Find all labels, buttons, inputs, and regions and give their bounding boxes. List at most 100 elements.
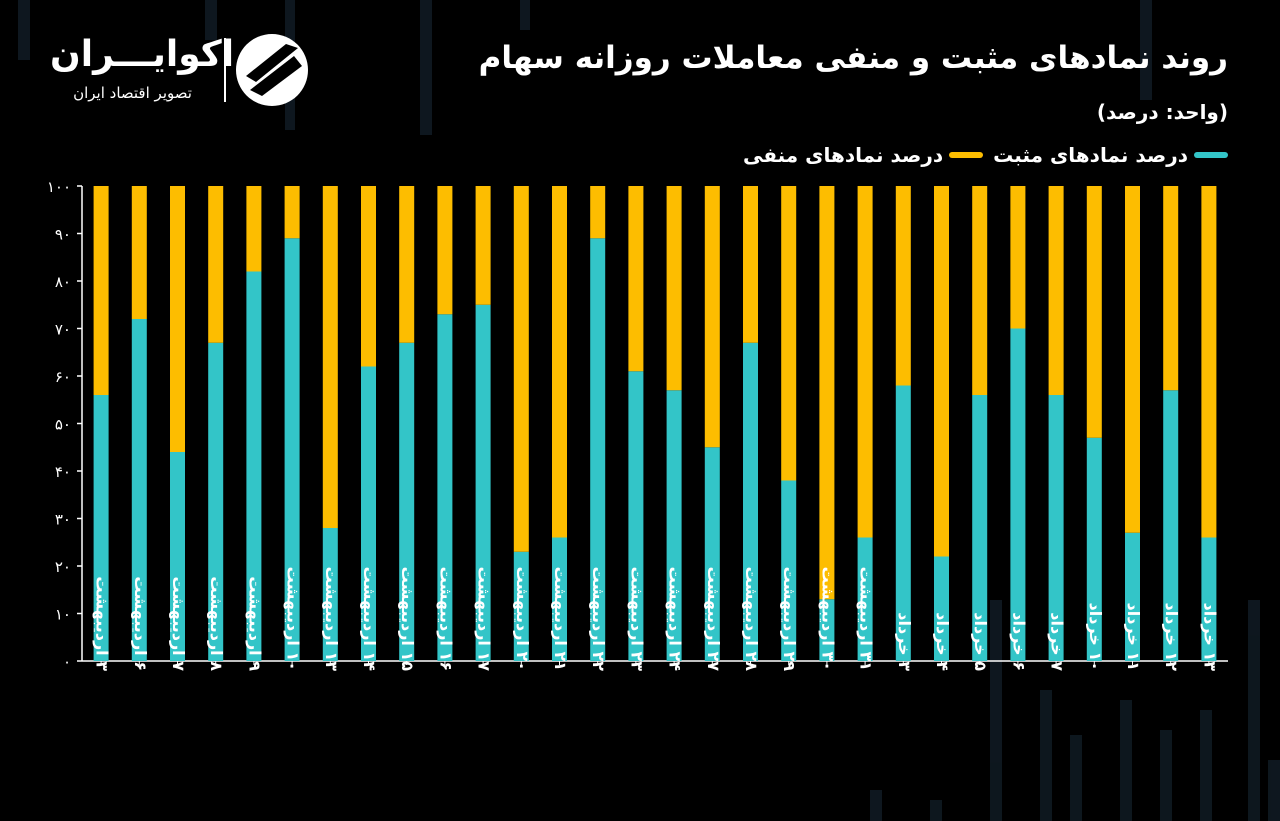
bar-negative [895, 186, 911, 386]
y-tick-label: ۵۰ [55, 416, 71, 434]
x-tick-label: ۲۴ اردیبهشت [666, 567, 685, 672]
bar-positive [513, 551, 529, 661]
bar-negative [628, 186, 644, 372]
bar-negative [857, 186, 873, 538]
x-tick-label: ۲۹ اردیبهشت [780, 567, 799, 672]
bar-negative [704, 186, 720, 448]
bar-positive [93, 395, 109, 661]
legend-item-negative: درصد نمادهای منفی [743, 143, 984, 167]
bar-negative [322, 186, 338, 528]
bar-negative [93, 186, 109, 395]
unit-label: (واحد: درصد) [1096, 100, 1228, 124]
bar-negative [170, 186, 185, 452]
bar-negative [972, 186, 988, 395]
bar-negative [781, 186, 797, 481]
y-tick-label: ۱۰۰ [47, 178, 71, 196]
bar-positive [704, 447, 720, 661]
x-tick-label: ۳۰ اردیبهشت [818, 567, 837, 671]
bar-positive [781, 480, 797, 661]
x-tick-label: ۲۲ اردیبهشت [589, 567, 608, 672]
x-tick-label: ۶ خرداد [1009, 612, 1028, 671]
y-tick-label: ۲۰ [55, 558, 71, 576]
x-tick-label: ۲۸ اردیبهشت [742, 567, 761, 672]
x-tick-label: ۱۵ اردیبهشت [398, 567, 417, 672]
page-title: روند نمادهای مثبت و منفی معاملات روزانه … [478, 40, 1228, 76]
y-tick-label: ۴۰ [55, 463, 71, 481]
bar-negative [513, 186, 529, 552]
legend-item-positive: درصد نمادهای مثبت [993, 143, 1228, 167]
bar-negative [475, 186, 491, 305]
bar-negative [131, 186, 147, 319]
legend-swatch-negative [949, 152, 984, 158]
bar-positive [399, 342, 415, 661]
bar-negative [1010, 186, 1026, 329]
x-tick-label: ۳ اردیبهشت [93, 576, 112, 671]
bar-negative [1086, 186, 1102, 438]
x-tick-label: ۲۰ اردیبهشت [513, 567, 532, 671]
bar-negative [437, 186, 453, 315]
logo-tagline: تصویر اقتصاد ایران [73, 84, 192, 102]
x-tick-label: ۲۱ اردیبهشت [551, 567, 570, 671]
x-tick-label: ۳۱ اردیبهشت [857, 567, 876, 671]
ekoiran-logo-mark-icon [236, 34, 308, 106]
bar-positive [322, 528, 338, 661]
legend-swatch-positive [1194, 152, 1228, 158]
x-tick-label: ۹ اردیبهشت [245, 576, 264, 671]
bar-positive [552, 537, 567, 661]
x-tick-label: ۷ اردیبهشت [169, 576, 188, 671]
chart-legend: درصد نمادهای مثبت درصد نمادهای منفی [743, 143, 1228, 167]
x-tick-label: ۱۳ اردیبهشت [322, 567, 341, 672]
x-tick-label: ۷ خرداد [1048, 612, 1067, 671]
bar-positive [361, 366, 376, 661]
bar-positive [819, 599, 835, 661]
bar-negative [1048, 186, 1064, 395]
y-tick-label: ۶۰ [55, 368, 71, 386]
bar-positive [857, 537, 873, 661]
bar-positive [1010, 328, 1026, 661]
bar-positive [1048, 395, 1064, 661]
bar-positive [628, 371, 644, 661]
bar-positive [1163, 390, 1179, 661]
bar-positive [170, 452, 185, 661]
bar-positive [590, 238, 606, 661]
logo-divider [224, 38, 226, 102]
bar-negative [246, 186, 262, 272]
x-tick-label: ۱۴ اردیبهشت [360, 567, 379, 672]
bar-positive [246, 271, 262, 661]
bar-negative [284, 186, 300, 239]
brand-logo: اکوایـــران تصویر اقتصاد ایران [50, 32, 320, 112]
x-tick-label: ۴ خرداد [933, 612, 952, 671]
bar-negative [666, 186, 682, 391]
bar-positive [934, 556, 949, 661]
y-tick-label: ۰ [63, 653, 71, 671]
bar-positive [743, 342, 758, 661]
bar-negative [399, 186, 415, 343]
y-tick-label: ۷۰ [55, 321, 71, 339]
bar-positive [208, 342, 224, 661]
legend-label-positive: درصد نمادهای مثبت [993, 143, 1188, 167]
bar-negative [934, 186, 949, 557]
x-tick-label: ۱۱ خرداد [1124, 603, 1143, 672]
bar-negative [743, 186, 758, 343]
bar-positive [475, 304, 491, 661]
x-tick-label: ۱۷ اردیبهشت [475, 567, 494, 672]
x-tick-label: ۱۲ خرداد [1162, 603, 1181, 672]
bar-negative [1163, 186, 1179, 391]
y-tick-label: ۱۰ [55, 606, 71, 624]
bar-positive [1125, 532, 1140, 661]
bar-positive [131, 319, 147, 661]
bar-negative [208, 186, 224, 343]
x-tick-label: ۳ خرداد [895, 612, 914, 671]
bar-positive [895, 385, 911, 661]
x-tick-label: ۸ اردیبهشت [207, 576, 226, 671]
x-tick-label: ۱۰ اردیبهشت [284, 567, 303, 671]
x-tick-label: ۱۶ اردیبهشت [436, 567, 455, 671]
x-tick-label: ۱۰ خرداد [1086, 603, 1105, 672]
x-tick-label: ۶ اردیبهشت [131, 576, 150, 671]
bar-negative [361, 186, 376, 367]
bar-positive [666, 390, 682, 661]
bar-negative [590, 186, 606, 239]
y-tick-label: ۸۰ [55, 273, 71, 291]
